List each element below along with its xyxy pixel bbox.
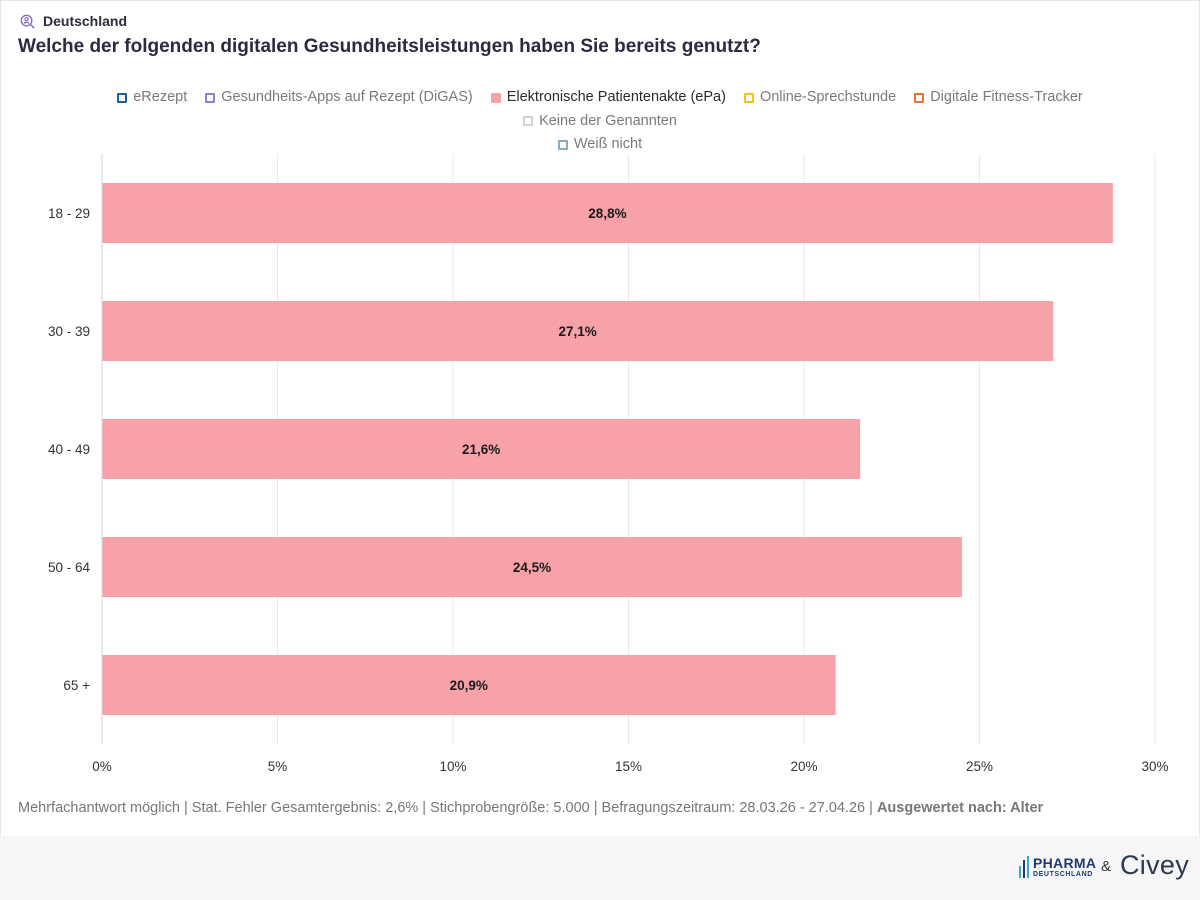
legend-label: Online-Sprechstunde (759, 89, 897, 105)
location-label: Deutschland (43, 13, 128, 29)
legend-swatch (490, 92, 501, 103)
x-tick-label: 10% (439, 759, 466, 774)
category-label: 30 - 39 (48, 324, 90, 339)
footer-note: Mehrfachantwort möglich | Stat. Fehler G… (18, 800, 1043, 816)
legend-item[interactable]: Digitale Fitness-Tracker (914, 86, 1083, 109)
legend-item[interactable]: Keine der Genannten (523, 110, 677, 133)
user-search-icon (20, 14, 35, 28)
x-tick-label: 25% (966, 759, 993, 774)
x-tick-label: 30% (1141, 759, 1168, 774)
legend-swatch (557, 139, 568, 150)
legend-label: Gesundheits-Apps auf Rezept (DiGAS) (221, 89, 473, 105)
legend-label: Keine der Genannten (539, 112, 677, 129)
legend-label: Elektronische Patientenakte (ePa) (506, 89, 726, 105)
pharma-logo-main: PHARMA (1033, 855, 1097, 871)
footer-note-text: Mehrfachantwort möglich | Stat. Fehler G… (18, 800, 877, 816)
bar (102, 419, 861, 479)
bar (102, 655, 836, 715)
legend-item[interactable]: Gesundheits-Apps auf Rezept (DiGAS) (205, 86, 473, 109)
pharma-logo-sub: DEUTSCHLAND (1033, 871, 1093, 878)
legend-item[interactable]: Weiß nicht (557, 133, 643, 156)
legend-swatch (523, 116, 534, 126)
bar (102, 301, 1054, 361)
category-label: 40 - 49 (48, 442, 90, 457)
legend-label: Digitale Fitness-Tracker (930, 89, 1083, 105)
x-tick-label: 0% (92, 759, 112, 774)
category-label: 50 - 64 (48, 560, 91, 575)
data-label: 27,1% (558, 324, 596, 339)
bar (102, 183, 1113, 243)
bar (102, 537, 962, 597)
legend-swatch (117, 92, 128, 103)
question-title: Welche der folgenden digitalen Gesundhei… (18, 36, 761, 57)
ampersand: & (1101, 858, 1112, 875)
legend-swatch (914, 92, 925, 103)
legend-item[interactable]: Elektronische Patientenakte (ePa) (490, 86, 726, 109)
pharma-logo-icon (1019, 856, 1029, 878)
legend-label: Weiß nicht (573, 136, 643, 152)
pharma-deutschland-logo: PHARMA DEUTSCHLAND (1019, 856, 1096, 878)
bar-chart: 0% 5% 10% 15% 20% 25% 30% 18 - 29 28,8% 30 - 39 27… (48, 154, 1169, 774)
data-label: 24,5% (513, 560, 551, 575)
legend-swatch (205, 92, 216, 103)
x-tick-label: 5% (268, 759, 288, 774)
data-label: 28,8% (588, 206, 626, 221)
category-label: 18 - 29 (48, 206, 90, 221)
legend-label: eRezept (133, 89, 188, 105)
evaluated-by: Ausgewertet nach: Alter (876, 800, 1044, 816)
brand-bar (0, 836, 1200, 900)
civey-logo: Civey (1120, 850, 1190, 880)
x-tick-label: 20% (790, 759, 817, 774)
category-label: 65 + (63, 678, 90, 693)
legend: eRezept Gesundheits-Apps auf Rezept (DiGA… (30, 86, 1170, 157)
legend-swatch (743, 92, 754, 103)
location-header: Deutschland (20, 13, 127, 29)
legend-item[interactable]: eRezept (117, 86, 187, 109)
legend-item[interactable]: Online-Sprechstunde (743, 86, 897, 109)
data-label: 20,9% (450, 678, 488, 693)
data-label: 21,6% (462, 442, 500, 457)
x-tick-label: 15% (615, 759, 642, 774)
